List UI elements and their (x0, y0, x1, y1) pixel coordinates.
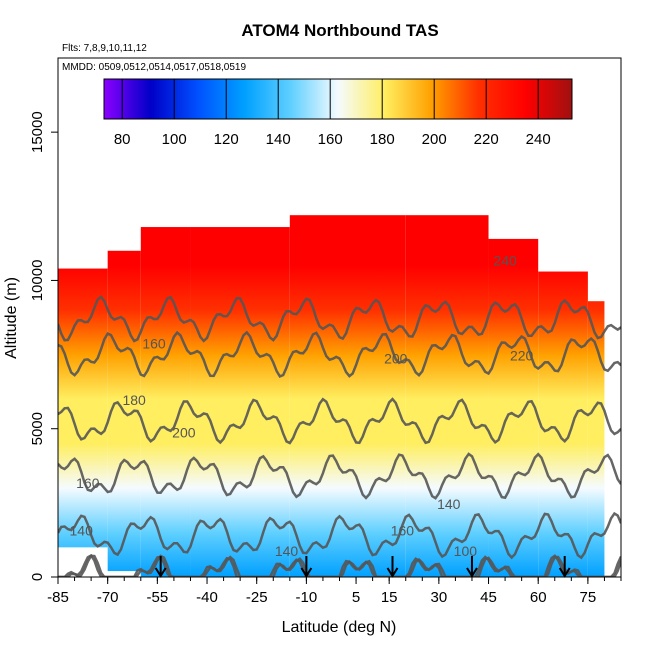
coverage-segment-3 (190, 227, 290, 577)
arrow-head-4 (558, 567, 571, 578)
coverage-segment-4 (289, 215, 406, 577)
y-tick-label-10000: 10000 (29, 260, 46, 302)
contour-label-1: 160 (76, 475, 100, 491)
x-tick-label-5: 5 (352, 589, 360, 606)
colorbar-label-240: 240 (526, 131, 551, 148)
contour-label-0: 140 (70, 522, 94, 538)
dates-note: MMDD: 0509,0512,0514,0517,0518,0519 (62, 62, 246, 73)
contour-label-10: 220 (510, 348, 534, 364)
flights-note: Flts: 7,8,9,10,11,12 (62, 43, 147, 54)
colorbar-label-220: 220 (474, 131, 499, 148)
contour-labels: 140 160 180 160 200 140 200 160 140 100 220 240 (70, 253, 534, 560)
coverage-segment-7 (538, 271, 588, 577)
arrow-head-3 (466, 567, 478, 578)
chart-title: ATOM4 Northbound TAS (241, 21, 438, 40)
x-axis: -85 -70 -55 -40 -25 -10 5 15 30 45 60 75 (47, 577, 622, 606)
arrow-head-2 (386, 567, 399, 578)
x-tick-label--40: -40 (196, 589, 218, 606)
x-tick-label--70: -70 (97, 589, 119, 606)
x-tick-label--85: -85 (47, 589, 69, 606)
coverage-segment-8 (587, 301, 605, 577)
x-tick-label-30: 30 (431, 589, 448, 606)
colorbar-label-100: 100 (162, 131, 187, 148)
y-axis-title: Altitude (m) (3, 277, 20, 359)
colorbar-label-180: 180 (370, 131, 395, 148)
contour-line-240 (58, 554, 621, 577)
x-tick-label-15: 15 (381, 589, 398, 606)
colorbar: 80 100 120 140 160 180 200 220 240 (103, 78, 573, 148)
colorbar-ramp (103, 78, 573, 120)
y-axis: 0 5000 10000 15000 (29, 111, 58, 581)
colorbar-label-80: 80 (114, 131, 131, 148)
plot-area (58, 215, 605, 577)
arrow-head-1 (300, 567, 313, 578)
contour-lines (58, 295, 621, 577)
x-tick-label-75: 75 (580, 589, 597, 606)
flight-arrows (154, 556, 571, 578)
colorbar-label-120: 120 (214, 131, 239, 148)
contour-label-9: 100 (454, 543, 478, 559)
x-tick-label--25: -25 (246, 589, 268, 606)
colorbar-label-200: 200 (422, 131, 447, 148)
contour-line-100 (58, 553, 621, 577)
contour-label-11: 240 (493, 253, 517, 269)
contour-label-6: 200 (384, 350, 408, 366)
x-axis-title: Latitude (deg N) (282, 619, 397, 636)
contour-label-3: 160 (142, 336, 166, 352)
contour-line-180 (58, 397, 621, 445)
contour-label-2: 180 (122, 392, 146, 408)
contour-line-140 (58, 511, 621, 560)
coverage-segment-6 (488, 238, 539, 577)
colorbar-label-160: 160 (318, 131, 343, 148)
y-tick-label-5000: 5000 (29, 412, 46, 445)
x-tick-label-60: 60 (530, 589, 547, 606)
contour-line-200 (58, 330, 621, 378)
arrow-head-0 (154, 567, 167, 578)
y-tick-label-15000: 15000 (29, 111, 46, 153)
y-tick-label-0: 0 (29, 573, 46, 581)
contour-line-220 (58, 295, 621, 343)
contour-label-8: 140 (437, 496, 461, 512)
x-tick-label--10: -10 (296, 589, 318, 606)
coverage-segment-5 (405, 215, 489, 577)
x-tick-label--55: -55 (147, 589, 169, 606)
contour-label-7: 160 (391, 522, 415, 538)
contour-label-5: 140 (275, 543, 299, 559)
colorbar-label-140: 140 (266, 131, 291, 148)
x-tick-label-45: 45 (480, 589, 497, 606)
contour-line-160 (58, 452, 621, 500)
contour-label-4: 200 (172, 425, 196, 441)
